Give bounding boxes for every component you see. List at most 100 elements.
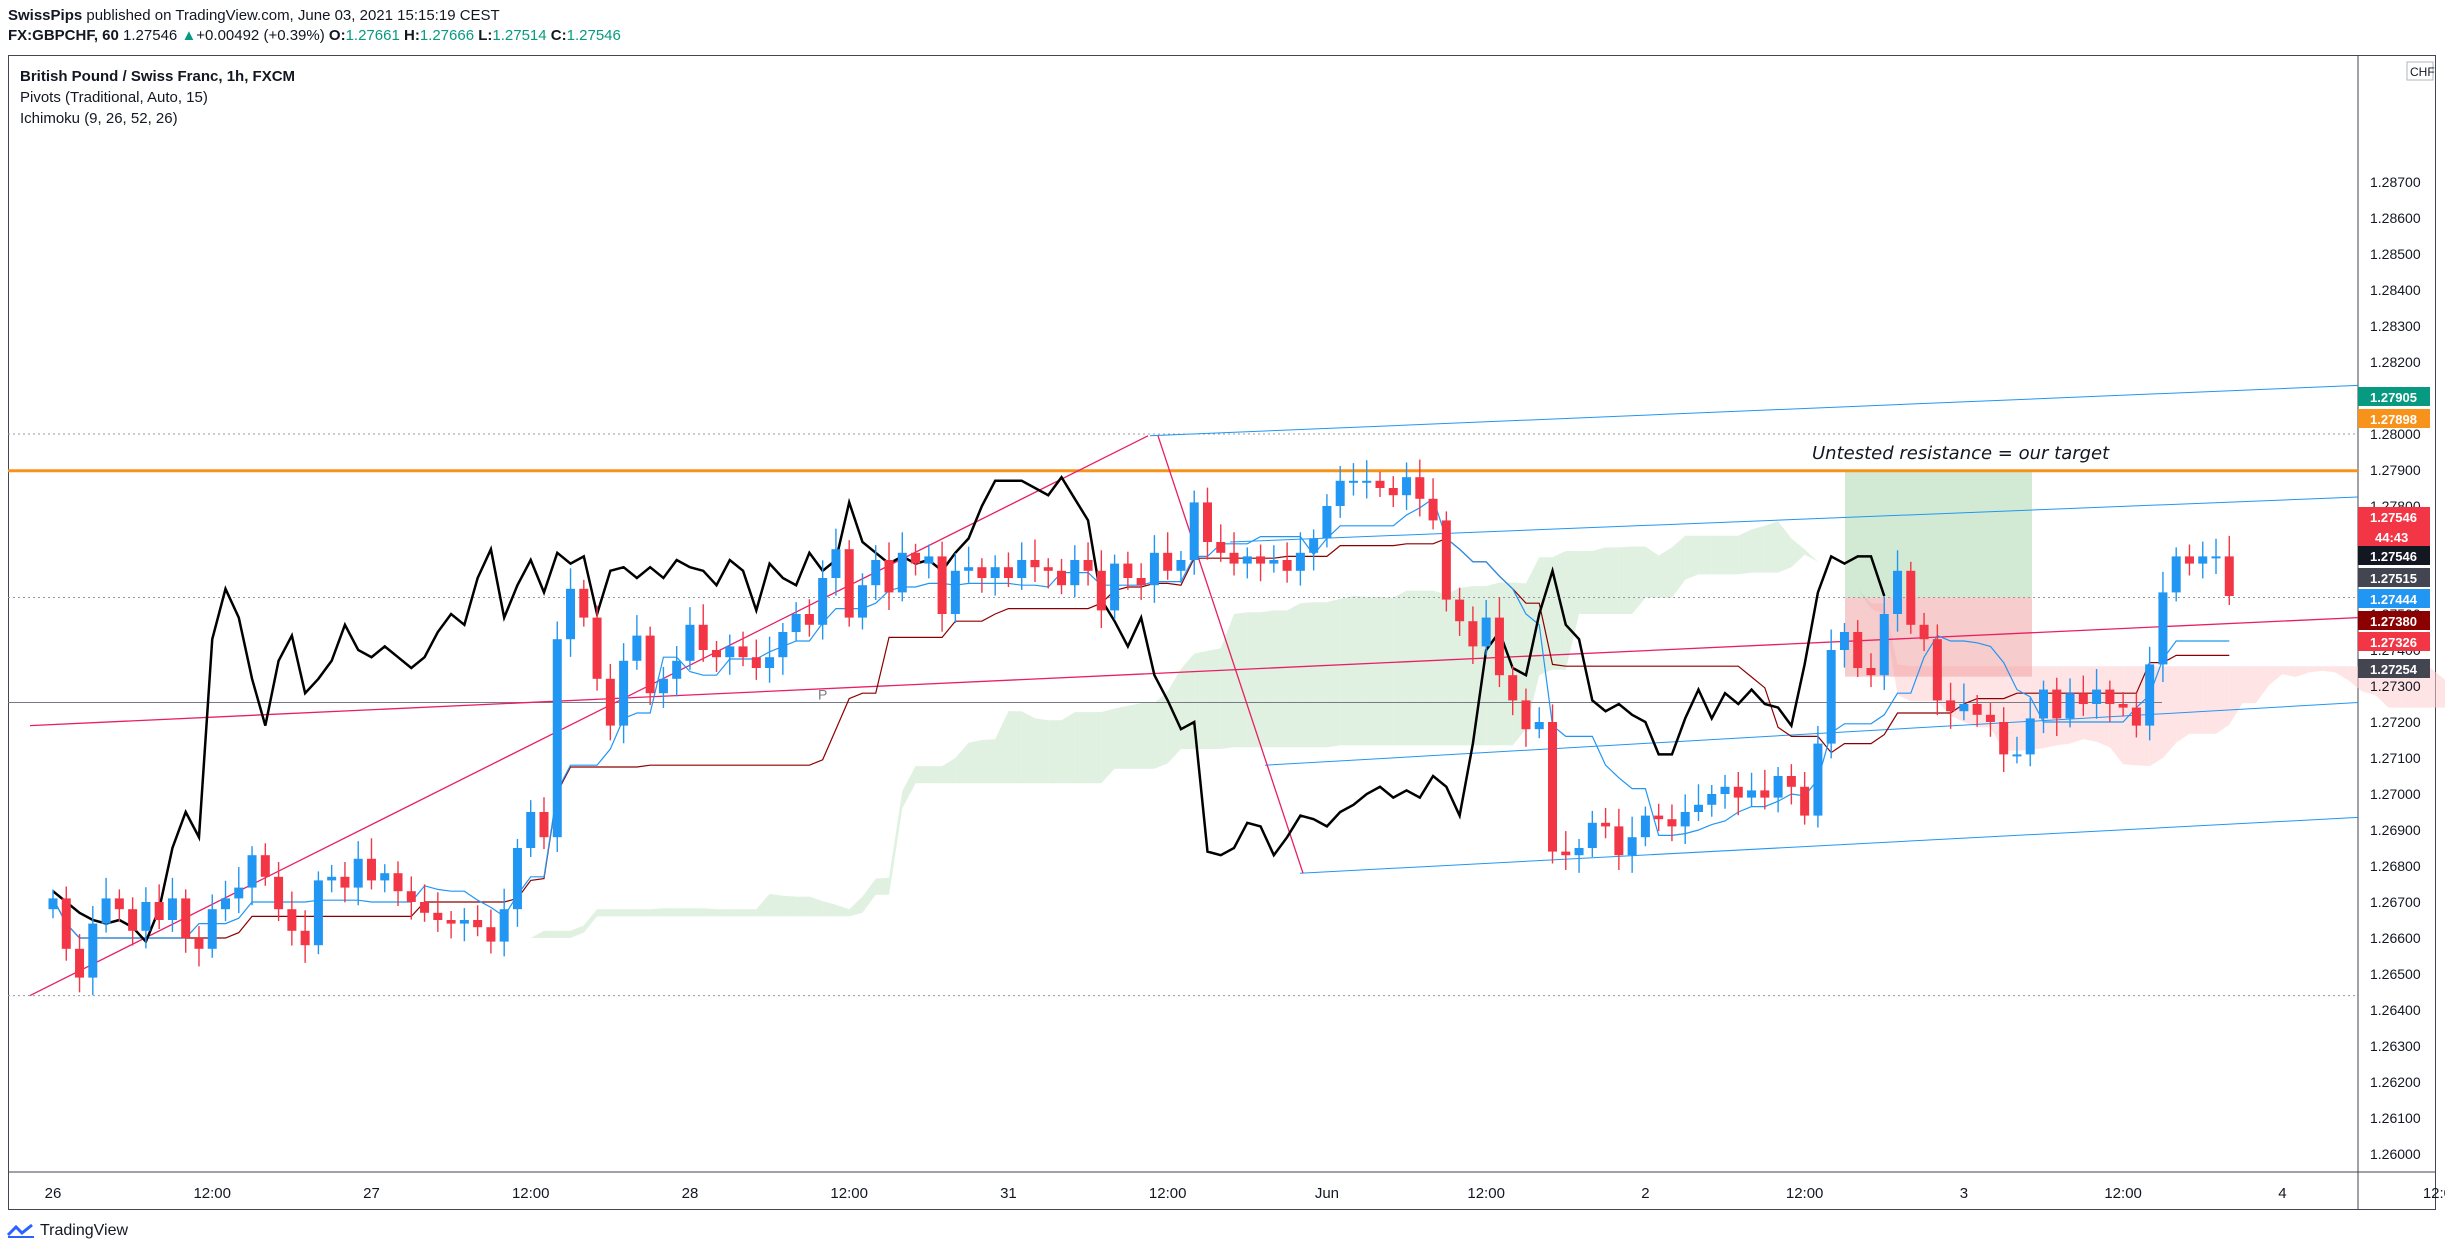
candle-body[interactable] [287, 909, 297, 931]
candle-body[interactable] [685, 624, 695, 661]
candle-body[interactable] [1494, 617, 1504, 676]
candle-body[interactable] [1003, 567, 1013, 578]
candle-body[interactable] [1601, 822, 1611, 827]
candle-body[interactable] [765, 657, 775, 668]
candle-body[interactable] [274, 876, 284, 910]
candle-body[interactable] [194, 938, 204, 949]
candle-body[interactable] [605, 678, 615, 726]
candle-body[interactable] [1362, 480, 1372, 483]
price-axis-label[interactable] [2358, 409, 2430, 428]
price-axis-label[interactable] [2358, 659, 2430, 678]
candle-body[interactable] [1216, 542, 1226, 553]
candle-body[interactable] [1057, 570, 1067, 586]
candle-body[interactable] [234, 887, 244, 899]
candle-body[interactable] [366, 858, 376, 881]
candle-body[interactable] [725, 646, 735, 658]
candle-body[interactable] [1030, 560, 1040, 568]
price-axis-label[interactable] [2358, 387, 2430, 406]
legend-title[interactable]: British Pound / Swiss Franc, 1h, FXCM [20, 68, 296, 85]
candle-body[interactable] [1202, 502, 1212, 542]
candle-body[interactable] [1295, 552, 1305, 571]
candle-body[interactable] [88, 923, 98, 978]
candle-body[interactable] [1786, 776, 1796, 787]
candle-body[interactable] [831, 549, 841, 578]
candle-body[interactable] [459, 920, 469, 924]
candle-body[interactable] [1773, 776, 1783, 798]
candle-body[interactable] [897, 552, 907, 593]
candle-body[interactable] [658, 678, 668, 694]
candle-body[interactable] [340, 876, 350, 888]
candle-body[interactable] [911, 552, 921, 564]
candle-body[interactable] [1096, 570, 1106, 611]
candle-body[interactable] [473, 920, 483, 928]
candle-body[interactable] [1176, 560, 1186, 571]
candle-body[interactable] [579, 588, 589, 618]
candle-body[interactable] [181, 898, 191, 938]
candle-body[interactable] [2145, 664, 2155, 726]
candle-body[interactable] [804, 614, 814, 625]
candle-body[interactable] [1640, 815, 1650, 838]
candle-body[interactable] [393, 873, 403, 892]
channel-top-line[interactable] [1149, 384, 2359, 437]
candle-body[interactable] [154, 902, 164, 920]
candle-body[interactable] [1043, 567, 1053, 571]
candle-body[interactable] [1614, 826, 1624, 856]
candle-body[interactable] [1335, 480, 1345, 506]
channel-lower-line[interactable] [1264, 702, 2359, 766]
candle-body[interactable] [738, 646, 748, 658]
candle-body[interactable] [1733, 786, 1743, 798]
candle-body[interactable] [2171, 556, 2181, 593]
candle-body[interactable] [645, 635, 655, 694]
candle-body[interactable] [1521, 700, 1531, 730]
candle-body[interactable] [592, 617, 602, 679]
channel-bottom-line[interactable] [1299, 816, 2359, 874]
candle-body[interactable] [2198, 556, 2208, 564]
candle-body[interactable] [1853, 632, 1863, 668]
candle-body[interactable] [1149, 552, 1159, 586]
legend-ichimoku[interactable]: Ichimoku (9, 26, 52, 26) [20, 110, 178, 127]
candle-body[interactable] [1919, 624, 1929, 640]
candle-body[interactable] [1242, 556, 1252, 564]
candle-body[interactable] [1932, 639, 1942, 701]
candle-body[interactable] [260, 855, 270, 877]
candle-body[interactable] [1999, 722, 2009, 755]
candle-body[interactable] [128, 909, 138, 931]
candle-body[interactable] [313, 880, 323, 946]
price-axis-label[interactable] [2358, 568, 2430, 587]
candle-body[interactable] [512, 848, 522, 910]
candle-body[interactable] [1256, 556, 1266, 564]
candle-body[interactable] [1070, 560, 1080, 586]
candle-body[interactable] [1508, 675, 1518, 701]
candle-body[interactable] [1083, 560, 1093, 571]
target-annotation[interactable]: Untested resistance = our target [1812, 443, 2110, 464]
candle-body[interactable] [1946, 700, 1956, 712]
candle-body[interactable] [1760, 790, 1770, 798]
candle-body[interactable] [672, 660, 682, 679]
candle-body[interactable] [1654, 815, 1664, 820]
candle-body[interactable] [141, 902, 151, 931]
candle-body[interactable] [1309, 538, 1319, 553]
candle-body[interactable] [1800, 786, 1810, 816]
candle-body[interactable] [1693, 804, 1703, 812]
candle-body[interactable] [1747, 790, 1757, 798]
candle-body[interactable] [924, 556, 934, 564]
candle-body[interactable] [207, 909, 217, 949]
price-axis-label[interactable] [2358, 546, 2430, 565]
candle-body[interactable] [420, 902, 430, 913]
candle-body[interactable] [990, 567, 1000, 578]
candle-body[interactable] [1906, 570, 1916, 625]
candle-body[interactable] [1627, 837, 1637, 856]
candle-body[interactable] [1879, 614, 1889, 676]
currency-badge[interactable] [2406, 61, 2434, 81]
candle-body[interactable] [2078, 693, 2088, 704]
candle-body[interactable] [1972, 704, 1982, 715]
candle-body[interactable] [712, 650, 721, 658]
candle-body[interactable] [1388, 488, 1398, 496]
candle-body[interactable] [1839, 632, 1849, 650]
candle-body[interactable] [1415, 477, 1425, 499]
candle-body[interactable] [101, 898, 111, 924]
candle-body[interactable] [791, 614, 801, 632]
candle-body[interactable] [1985, 714, 1995, 722]
candle-body[interactable] [526, 812, 536, 848]
candle-body[interactable] [446, 920, 456, 924]
